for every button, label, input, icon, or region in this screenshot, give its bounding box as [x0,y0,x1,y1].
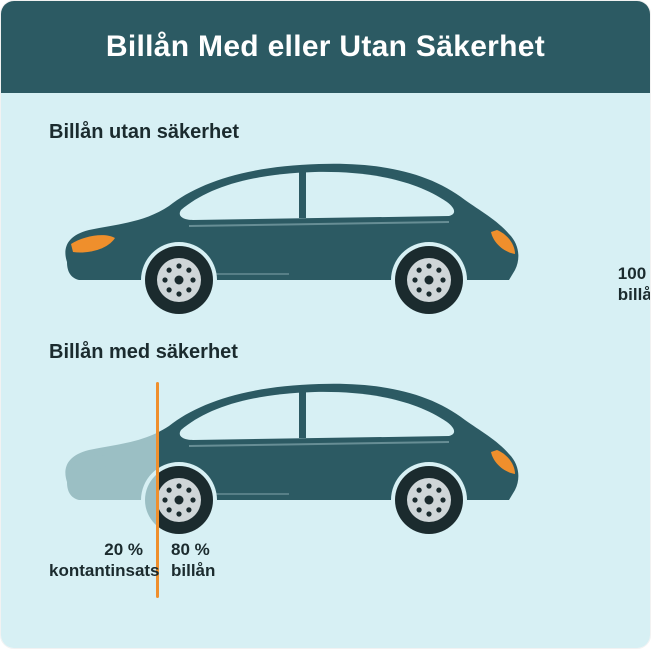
car-icon-full [49,150,529,315]
car-block-1: 100 % billån [49,150,602,315]
section2-right-label: 80 % billån [157,539,215,582]
section1-label-line1: 100 % [618,264,651,283]
section2-right-label-line2: billån [171,561,215,580]
section-without-security: Billån utan säkerhet 100 % billån [49,121,602,315]
header: Billån Med eller Utan Säkerhet [1,1,650,93]
split-labels: 20 % kontantinsats 80 % billån [49,539,602,582]
section2-left-label: 20 % kontantinsats [49,539,157,582]
section1-title: Billån utan säkerhet [49,121,602,144]
section2-title: Billån med säkerhet [49,341,602,364]
section-with-security: Billån med säkerhet 20 % kontantinsats 8… [49,341,602,582]
car-icon-split [49,370,529,535]
page-title: Billån Med eller Utan Säkerhet [106,30,545,64]
car-block-2: 20 % kontantinsats 80 % billån [49,370,602,582]
section1-label: 100 % billån [618,263,651,306]
section2-left-label-line2: kontantinsats [49,561,160,580]
infographic-container: Billån Med eller Utan Säkerhet Billån ut… [0,0,651,649]
section2-right-label-line1: 80 % [171,540,210,559]
content-area: Billån utan säkerhet 100 % billån Billån… [1,93,650,649]
section2-left-label-line1: 20 % [104,540,143,559]
section1-label-line2: billån [618,285,651,304]
